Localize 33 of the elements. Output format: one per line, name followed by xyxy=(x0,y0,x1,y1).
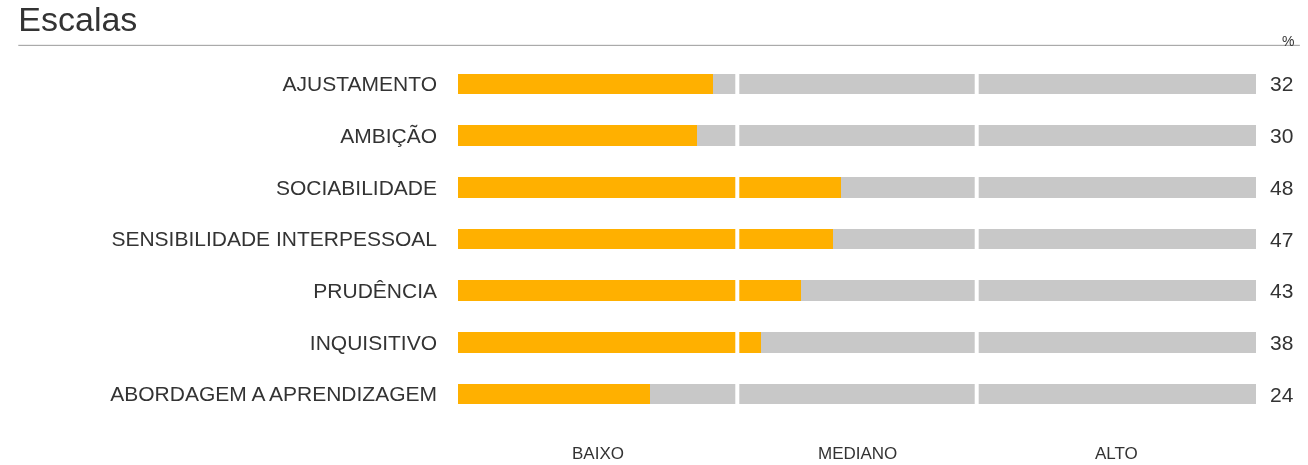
y-tick-label: SENSIBILIDADE INTERPESSOAL xyxy=(111,227,437,251)
y-tick-label: INQUISITIVO xyxy=(309,330,437,354)
bar xyxy=(458,280,801,301)
bar xyxy=(458,177,841,198)
text: ALTO xyxy=(1095,444,1138,463)
y-tick-label: PRUDÊNCIA xyxy=(313,279,437,303)
bar xyxy=(650,384,1256,404)
bar xyxy=(458,332,761,353)
bar xyxy=(697,125,1256,146)
data-label: 30 xyxy=(1270,124,1294,147)
bar xyxy=(841,177,1256,198)
bar xyxy=(713,74,1256,94)
data-label: 48 xyxy=(1270,176,1294,199)
data-label: 24 xyxy=(1270,383,1294,406)
y-tick-label: SOCIABILIDADE xyxy=(275,175,437,199)
bar xyxy=(458,125,697,146)
bar xyxy=(833,229,1256,249)
bar xyxy=(801,280,1256,301)
y-tick-label: ABORDAGEM A APRENDIZAGEM xyxy=(110,382,437,406)
data-label: 32 xyxy=(1270,72,1294,95)
bar xyxy=(458,384,650,404)
text: Escalas xyxy=(18,0,138,38)
bar xyxy=(458,229,833,249)
y-tick-label: AMBIÇÃO xyxy=(340,123,437,147)
text: MEDIANO xyxy=(818,444,898,463)
bar xyxy=(458,74,713,94)
y-tick-label: AJUSTAMENTO xyxy=(282,72,437,96)
data-label: 43 xyxy=(1270,279,1294,302)
data-label: 38 xyxy=(1270,331,1294,354)
text: BAIXO xyxy=(572,444,624,463)
data-label: 47 xyxy=(1270,228,1294,251)
bar xyxy=(761,332,1256,353)
text: % xyxy=(1282,33,1295,49)
